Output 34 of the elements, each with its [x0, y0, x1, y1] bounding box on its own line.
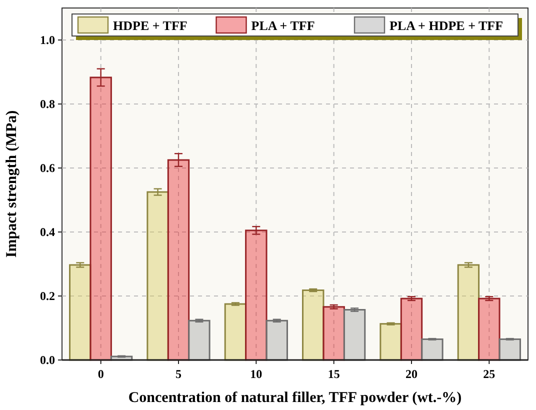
bar [245, 230, 268, 361]
x-tick-label: 25 [483, 367, 496, 381]
bar [380, 323, 402, 361]
bar [400, 298, 423, 361]
legend-label: PLA + HDPE + TFF [390, 18, 504, 33]
bar [167, 159, 190, 361]
bar [498, 338, 521, 361]
bar [343, 309, 366, 361]
bar [421, 338, 444, 361]
y-tick-label: 0.2 [40, 289, 55, 304]
y-tick-label: 0.0 [40, 353, 55, 368]
y-tick-label: 0.8 [40, 97, 55, 112]
y-axis-title: Impact strength (MPa) [4, 110, 20, 258]
x-axis-title: Concentration of natural filler, TFF powder (wt.-%) [128, 390, 462, 406]
bar [478, 298, 500, 361]
bar [302, 289, 324, 361]
x-tick-label: 20 [406, 367, 418, 381]
y-tick-label: 1.0 [40, 33, 55, 48]
x-tick-label: 5 [176, 367, 182, 381]
legend-label: HDPE + TFF [113, 18, 188, 33]
bar [266, 320, 288, 361]
legend-label: PLA + TFF [251, 18, 315, 33]
bar [322, 306, 345, 361]
bar [224, 303, 247, 361]
x-tick-label: 15 [328, 367, 340, 381]
bar [90, 76, 112, 361]
x-tick-label: 0 [98, 367, 104, 381]
y-tick-label: 0.6 [40, 161, 55, 176]
x-tick-label: 10 [250, 367, 262, 381]
bar [69, 264, 92, 361]
y-tick-label: 0.4 [40, 225, 55, 240]
bar [146, 191, 169, 361]
bar [457, 264, 480, 361]
bar [188, 320, 210, 361]
